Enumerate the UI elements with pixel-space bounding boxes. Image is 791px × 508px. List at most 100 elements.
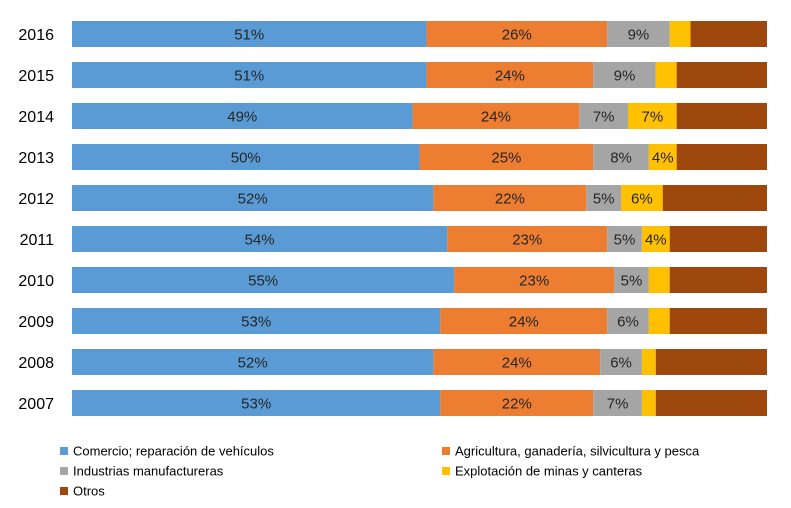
data-label: 7% (641, 109, 663, 126)
bar-segment (579, 103, 628, 129)
bar-segment (72, 226, 448, 252)
bar-segment (426, 62, 594, 88)
data-label: 52% (238, 191, 268, 208)
y-tick-label: 2011 (20, 232, 55, 249)
data-label: 9% (614, 68, 636, 85)
bar-segment (641, 390, 656, 416)
legend-label: Agricultura, ganadería, silvicultura y p… (455, 444, 700, 459)
data-label: 6% (617, 314, 639, 331)
bar-segment (586, 185, 622, 211)
bar-segment (655, 349, 767, 375)
data-label: 54% (245, 232, 275, 249)
bar-segment (607, 308, 649, 334)
legend-swatch (60, 467, 68, 475)
bar-segment (655, 390, 767, 416)
data-label: 23% (512, 232, 542, 249)
bar-segment (655, 62, 677, 88)
data-labels: 51% 26% 9% 51% 24% 9% 49% 24% 7% 7% 50% 25% 8% 4% 52% 2… (227, 27, 673, 413)
bar-segment (676, 103, 767, 129)
bar-segment (72, 267, 455, 293)
legend-label: Otros (73, 484, 105, 499)
y-tick-label: 2007 (18, 396, 54, 413)
legend: Comercio; reparación de vehículos Agricul… (60, 444, 700, 499)
bar-segment (662, 185, 767, 211)
y-tick-label: 2015 (18, 68, 54, 85)
data-label: 50% (231, 150, 261, 167)
data-label: 4% (645, 232, 667, 249)
legend-swatch (60, 447, 68, 455)
y-tick-label: 2013 (18, 150, 54, 167)
data-label: 26% (502, 27, 532, 44)
bar-segment (433, 349, 601, 375)
bar-segment (412, 103, 580, 129)
y-tick-label: 2014 (18, 109, 54, 126)
bar-segment (621, 185, 663, 211)
bar-segment (440, 308, 608, 334)
bar-segment (440, 390, 594, 416)
data-label: 22% (502, 396, 532, 413)
bar-segment (676, 62, 767, 88)
data-label: 52% (238, 355, 268, 372)
bar-segment (641, 226, 670, 252)
data-label: 7% (593, 109, 615, 126)
data-label: 24% (481, 109, 511, 126)
bar-segment (607, 226, 642, 252)
data-label: 51% (234, 68, 264, 85)
y-tick-label: 2009 (18, 314, 54, 331)
bar-segment (72, 144, 420, 170)
bar-segment (72, 62, 427, 88)
data-label: 24% (495, 68, 525, 85)
data-label: 23% (519, 273, 549, 290)
data-label: 53% (241, 314, 271, 331)
data-label: 51% (234, 27, 264, 44)
bar-segment (669, 21, 691, 47)
bar-segment (72, 21, 427, 47)
bar-segment (433, 185, 587, 211)
data-label: 22% (495, 191, 525, 208)
bar-segment (419, 144, 594, 170)
bar-segment (593, 62, 656, 88)
bar-segment (72, 349, 434, 375)
bars (72, 21, 767, 416)
bar-segment (72, 185, 434, 211)
bar-segment (72, 308, 441, 334)
bar-segment (426, 21, 608, 47)
bar-segment (447, 226, 608, 252)
y-tick-label: 2010 (18, 273, 54, 290)
bar-segment (72, 390, 441, 416)
data-label: 9% (628, 27, 650, 44)
bar-segment (648, 308, 670, 334)
bar-segment (676, 144, 767, 170)
data-label: 5% (621, 273, 643, 290)
y-tick-label: 2008 (18, 355, 54, 372)
data-label: 5% (593, 191, 615, 208)
legend-label: Explotación de minas y canteras (455, 464, 643, 479)
y-tick-label: 2012 (18, 191, 54, 208)
bar-segment (669, 226, 767, 252)
data-label: 24% (502, 355, 532, 372)
legend-swatch (442, 467, 450, 475)
data-label: 25% (491, 150, 521, 167)
bar-segment (648, 267, 670, 293)
legend-swatch (442, 447, 450, 455)
bar-segment (690, 21, 767, 47)
bar-segment (641, 349, 656, 375)
bar-segment (669, 267, 767, 293)
y-tick-label: 2016 (18, 27, 54, 44)
data-label: 6% (631, 191, 653, 208)
bar-segment (628, 103, 677, 129)
bar-segment (600, 349, 642, 375)
bar-segment (72, 103, 413, 129)
bar-segment (614, 267, 649, 293)
data-label: 55% (248, 273, 278, 290)
data-label: 5% (614, 232, 636, 249)
data-label: 24% (509, 314, 539, 331)
data-label: 49% (227, 109, 257, 126)
data-label: 6% (610, 355, 632, 372)
bar-segment (593, 390, 642, 416)
data-label: 7% (607, 396, 629, 413)
bar-segment (669, 308, 767, 334)
y-axis-labels: 2016 2015 2014 2013 2012 2011 2010 2009 2008 2007 (18, 27, 54, 413)
legend-swatch (60, 487, 68, 495)
